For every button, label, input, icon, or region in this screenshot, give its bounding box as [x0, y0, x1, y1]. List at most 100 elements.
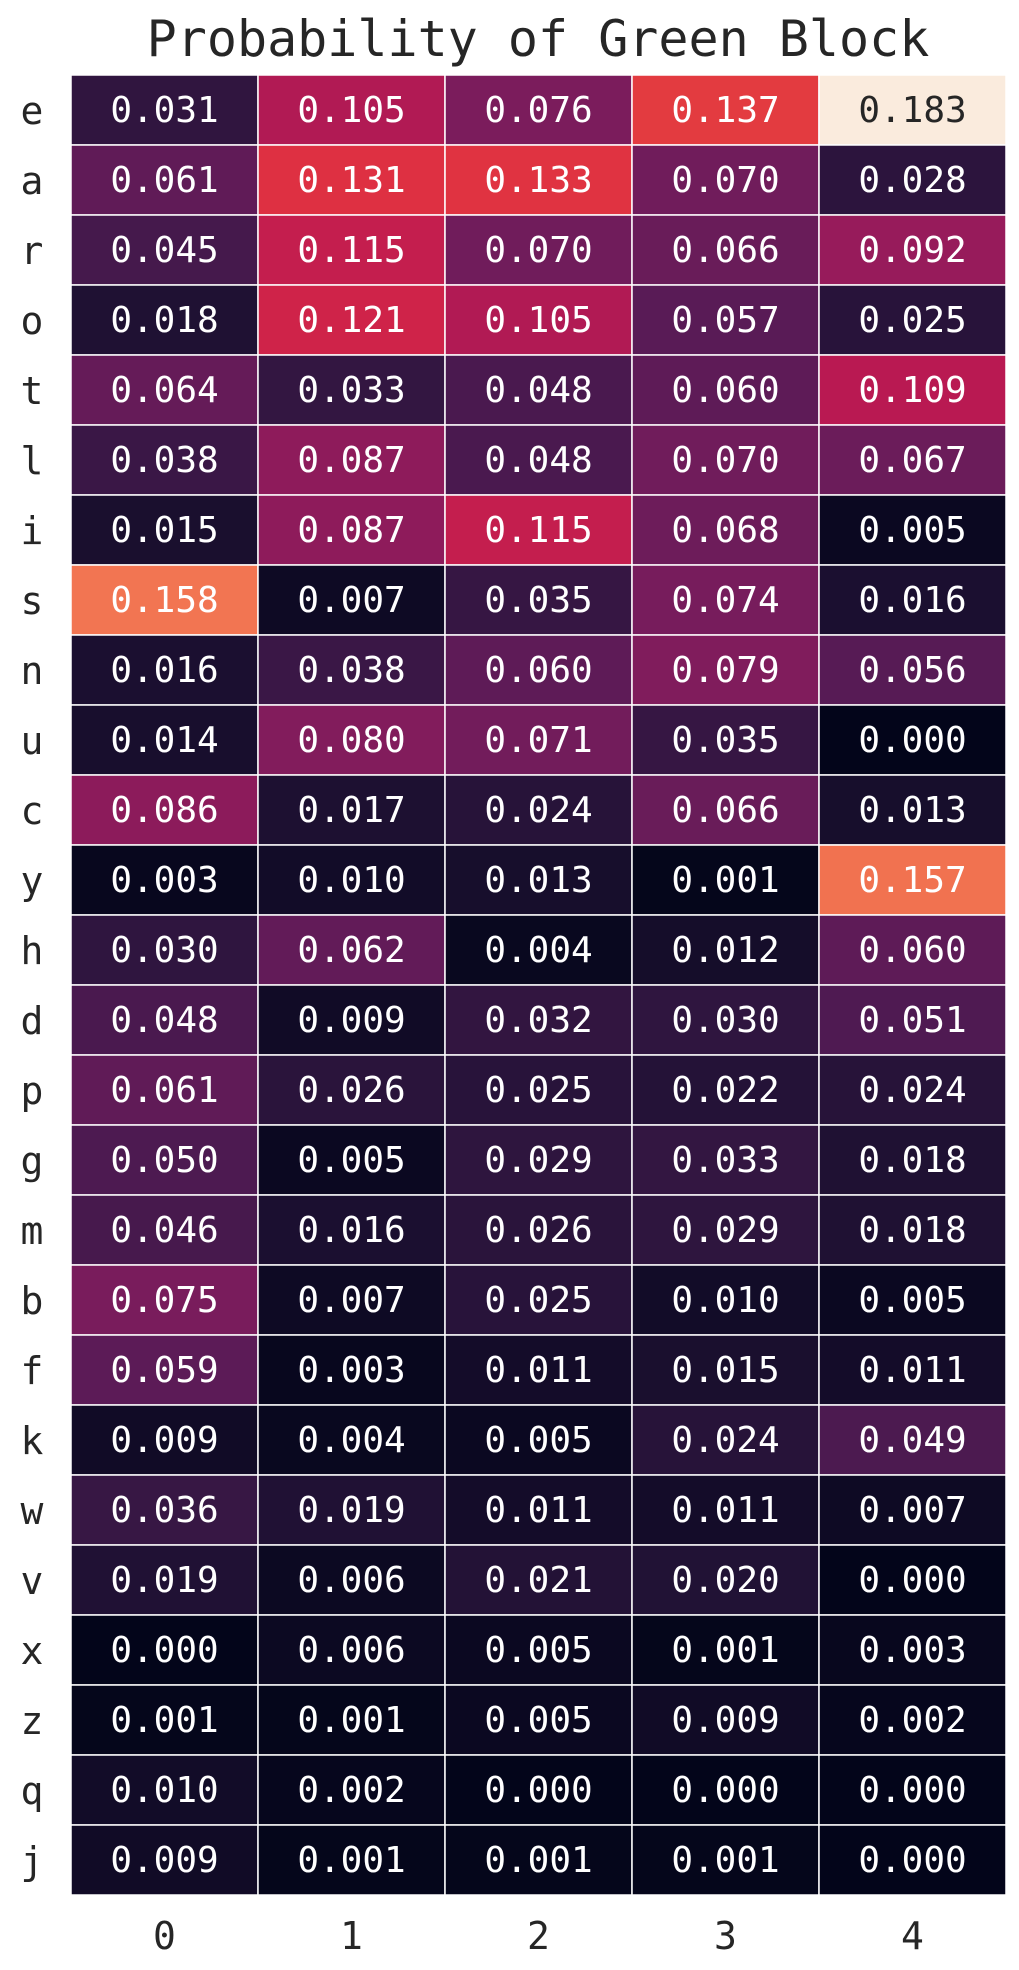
cell-value-label: 0.009 [110, 1420, 218, 1461]
cell-value-label: 0.007 [297, 580, 405, 621]
cell-value-label: 0.007 [858, 1490, 966, 1531]
cell-value-label: 0.013 [484, 860, 592, 901]
cell-value-label: 0.005 [858, 1280, 966, 1321]
cell-value-label: 0.026 [297, 1070, 405, 1111]
heatmap-cell [818, 1124, 1007, 1196]
y-tick-label: a [21, 159, 44, 203]
heatmap-cell [631, 1334, 820, 1406]
cell-value-label: 0.158 [110, 580, 218, 621]
heatmap-cell [444, 1754, 633, 1826]
cell-value-label: 0.062 [297, 930, 405, 971]
heatmap-cell [257, 1054, 446, 1126]
cell-value-label: 0.000 [858, 1840, 966, 1881]
y-tick-label: k [21, 1419, 44, 1463]
cell-value-label: 0.000 [110, 1630, 218, 1671]
heatmap-cell [70, 1404, 259, 1476]
cell-value-label: 0.004 [484, 930, 592, 971]
cell-value-label: 0.012 [671, 930, 779, 971]
y-tick-label: v [21, 1559, 44, 1603]
cell-value-label: 0.025 [484, 1280, 592, 1321]
heatmap-cell [631, 564, 820, 636]
heatmap-cell [70, 704, 259, 776]
cell-value-label: 0.032 [484, 1000, 592, 1041]
heatmap-cell [444, 1124, 633, 1196]
cell-value-label: 0.018 [858, 1140, 966, 1181]
heatmap-cell [257, 1264, 446, 1336]
cell-value-label: 0.030 [110, 930, 218, 971]
cell-value-label: 0.003 [297, 1350, 405, 1391]
heatmap-cell [818, 704, 1007, 776]
cell-value-label: 0.056 [858, 650, 966, 691]
cell-value-label: 0.035 [484, 580, 592, 621]
cell-value-label: 0.011 [484, 1490, 592, 1531]
cell-value-label: 0.068 [671, 510, 779, 551]
cell-value-label: 0.071 [484, 720, 592, 761]
cell-value-label: 0.183 [858, 90, 966, 131]
heatmap-cell [631, 1054, 820, 1126]
heatmap-cell [631, 1124, 820, 1196]
heatmap-cell [631, 214, 820, 286]
cell-value-label: 0.121 [297, 300, 405, 341]
cell-value-label: 0.011 [858, 1350, 966, 1391]
cell-value-label: 0.010 [297, 860, 405, 901]
cell-value-label: 0.048 [484, 440, 592, 481]
cell-value-label: 0.005 [297, 1140, 405, 1181]
cell-value-label: 0.133 [484, 160, 592, 201]
heatmap-cell [70, 1124, 259, 1196]
y-tick-label: l [21, 439, 44, 483]
cell-value-label: 0.001 [671, 1630, 779, 1671]
cell-value-label: 0.018 [110, 300, 218, 341]
y-tick-label: y [21, 859, 44, 903]
heatmap-cell [818, 1754, 1007, 1826]
cell-value-label: 0.009 [297, 1000, 405, 1041]
cell-value-label: 0.000 [858, 1770, 966, 1811]
y-tick-label: n [21, 649, 44, 693]
cell-value-label: 0.029 [671, 1210, 779, 1251]
heatmap-cell [444, 564, 633, 636]
heatmap-cell [70, 914, 259, 986]
cell-value-label: 0.014 [110, 720, 218, 761]
heatmap-cell [818, 984, 1007, 1056]
heatmap-cell [631, 984, 820, 1056]
heatmap-cell [70, 844, 259, 916]
cell-value-label: 0.105 [484, 300, 592, 341]
y-tick-label: p [21, 1069, 44, 1113]
heatmap-cell [257, 1544, 446, 1616]
y-tick-label: q [21, 1769, 44, 1813]
heatmap-cell [444, 1474, 633, 1546]
x-tick-label: 3 [714, 1914, 737, 1958]
heatmap-cell [818, 1264, 1007, 1336]
cell-value-label: 0.003 [110, 860, 218, 901]
heatmap-cell [818, 1684, 1007, 1756]
heatmap-cell [257, 354, 446, 426]
cell-value-label: 0.079 [671, 650, 779, 691]
cell-value-label: 0.018 [858, 1210, 966, 1251]
cell-value-label: 0.074 [671, 580, 779, 621]
heatmap-cell [631, 1404, 820, 1476]
heatmap-cell [444, 1684, 633, 1756]
heatmap-cell [257, 1124, 446, 1196]
heatmap-cell [444, 704, 633, 776]
cell-value-label: 0.005 [484, 1700, 592, 1741]
x-tick-label: 4 [901, 1914, 924, 1958]
heatmap-cell [257, 564, 446, 636]
heatmap-cell [631, 844, 820, 916]
cell-value-label: 0.061 [110, 1070, 218, 1111]
x-tick-label: 0 [153, 1914, 176, 1958]
cell-value-label: 0.050 [110, 1140, 218, 1181]
heatmap-cell [818, 1194, 1007, 1266]
y-tick-label: r [21, 229, 44, 273]
cell-value-label: 0.070 [671, 160, 779, 201]
heatmap-cell [818, 1334, 1007, 1406]
heatmap-cell [70, 1754, 259, 1826]
cell-value-label: 0.066 [671, 230, 779, 271]
cell-value-label: 0.016 [110, 650, 218, 691]
heatmap-cell [631, 1684, 820, 1756]
y-tick-label: m [21, 1209, 44, 1253]
cell-value-label: 0.064 [110, 370, 218, 411]
cell-value-label: 0.015 [110, 510, 218, 551]
cell-value-label: 0.002 [858, 1700, 966, 1741]
cell-value-label: 0.016 [858, 580, 966, 621]
